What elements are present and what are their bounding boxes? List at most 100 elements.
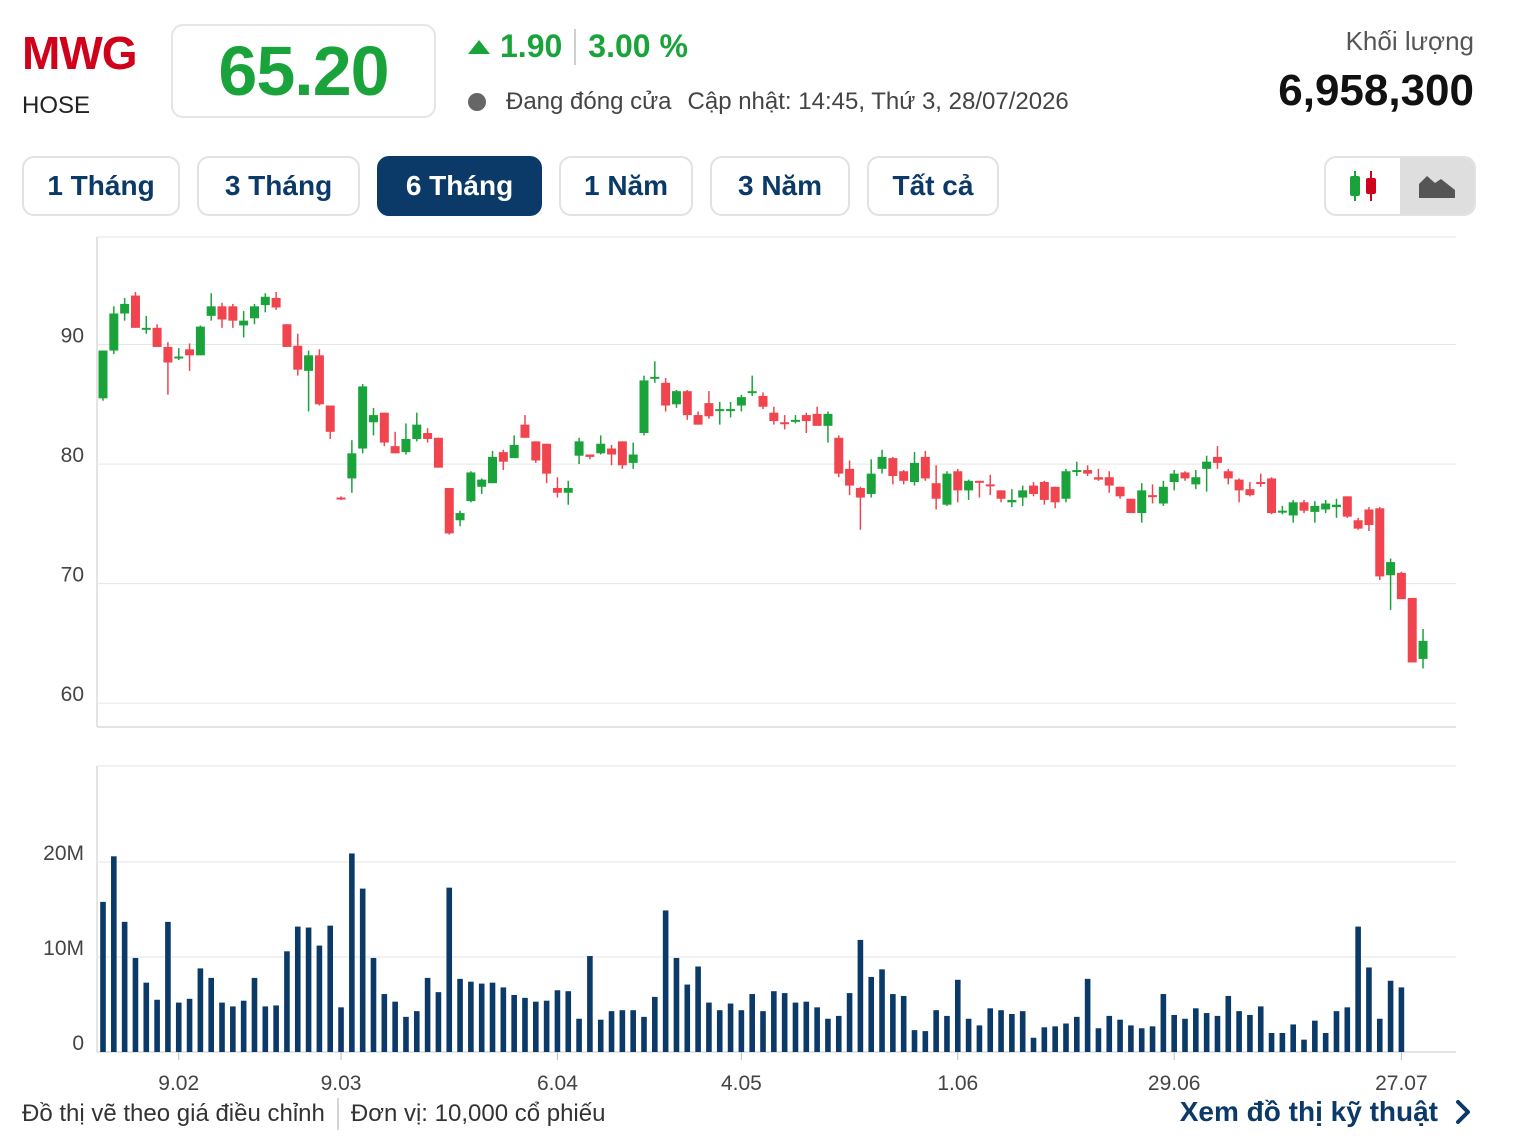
candle-body <box>1104 477 1114 486</box>
candle-body <box>369 415 378 423</box>
volume-bar <box>771 991 777 1052</box>
candle-body <box>1234 479 1244 491</box>
date-tick-label: 1.06 <box>937 1072 978 1095</box>
volume-bar <box>305 927 312 1052</box>
candle-body <box>931 483 941 499</box>
volume-bar <box>760 1011 766 1052</box>
candlestick-series <box>98 291 1428 669</box>
candle-body <box>1212 456 1222 463</box>
chevron-right-icon <box>1456 1100 1470 1124</box>
tab-1-year[interactable]: 1 Năm <box>559 156 693 216</box>
tab-6-months[interactable]: 6 Tháng <box>377 156 542 216</box>
period-tabs: 1 Tháng 3 Tháng 6 Tháng 1 Năm 3 Năm Tất … <box>22 156 1016 216</box>
candle-body <box>1169 473 1179 482</box>
candle-body <box>650 376 660 379</box>
candle-body <box>379 412 389 443</box>
volume-bar <box>111 856 117 1052</box>
candle-body <box>726 409 736 412</box>
volume-bar <box>749 994 755 1052</box>
candle-body <box>1029 485 1039 494</box>
candle-body <box>877 456 887 469</box>
candle-body <box>552 487 562 493</box>
volume-bar <box>998 1010 1004 1052</box>
volume-bar <box>619 1010 626 1052</box>
candle-body <box>899 471 909 481</box>
candle-body <box>628 454 638 463</box>
tab-3-years[interactable]: 3 Năm <box>710 156 850 216</box>
tab-3-months[interactable]: 3 Tháng <box>197 156 360 216</box>
candle-body <box>693 415 703 425</box>
candle-body <box>195 326 205 356</box>
candle-body <box>1191 477 1201 485</box>
candle-body <box>120 303 130 314</box>
candle-body <box>780 422 790 425</box>
volume-bar <box>392 1001 398 1052</box>
candle-body <box>477 479 487 487</box>
area-toggle-button[interactable] <box>1400 158 1474 214</box>
volume-bar <box>1149 1026 1156 1052</box>
volume-bar <box>781 993 788 1052</box>
volume-bar <box>857 939 864 1052</box>
volume-bar <box>587 956 593 1052</box>
volume-bar <box>911 1030 918 1052</box>
candlestick-icon <box>1350 171 1376 201</box>
volume-bar <box>1117 1019 1123 1052</box>
volume-bar <box>1279 1033 1286 1052</box>
volume-bar <box>186 998 193 1052</box>
candlestick-toggle-button[interactable] <box>1326 158 1400 214</box>
candle-body <box>163 346 173 363</box>
volume-label: Khối lượng <box>1345 26 1474 56</box>
volume-bar <box>835 1015 842 1052</box>
ticker-symbol: MWG <box>22 27 138 79</box>
candle-body <box>141 327 151 330</box>
volume-bar <box>576 1018 582 1052</box>
volume-bar <box>846 993 853 1052</box>
candle-body <box>596 443 606 454</box>
candle-body <box>985 484 995 487</box>
date-tick-label: 9.03 <box>321 1072 362 1095</box>
candle-body <box>130 295 140 328</box>
volume-bar <box>1095 1028 1102 1052</box>
market-status-row: Đang đóng cửa Cập nhật: 14:45, Thứ 3, 28… <box>468 88 1069 116</box>
chart-type-toggle <box>1324 156 1476 216</box>
volume-bar <box>1366 967 1372 1052</box>
candle-body <box>455 513 465 521</box>
candle-body <box>1007 499 1017 503</box>
volume-bar <box>803 1001 810 1052</box>
candle-body <box>1061 471 1071 499</box>
candle-body <box>358 386 368 449</box>
candle-body <box>109 313 119 351</box>
volume-bar <box>1019 1011 1026 1052</box>
volume-bar <box>251 977 258 1052</box>
volume-bar <box>565 991 572 1052</box>
volume-bar <box>370 957 377 1052</box>
volume-bar <box>230 1006 236 1052</box>
candle-body <box>1321 503 1331 510</box>
technical-chart-link[interactable]: Xem đồ thị kỹ thuật <box>1180 1096 1474 1128</box>
volume-bar <box>1203 1013 1210 1052</box>
volume-bar <box>1193 1008 1199 1052</box>
volume-bar <box>1247 1014 1253 1052</box>
volume-bar <box>1214 1015 1221 1052</box>
candle-body <box>574 441 584 456</box>
candle-body <box>1267 478 1277 514</box>
technical-chart-link-label: Xem đồ thị kỹ thuật <box>1179 1096 1438 1127</box>
tab-1-month[interactable]: 1 Tháng <box>22 156 180 216</box>
volume-bar <box>1376 1018 1383 1052</box>
volume-bar <box>1009 1014 1015 1052</box>
candle-body <box>520 424 530 438</box>
volume-bar <box>132 957 139 1052</box>
volume-bar <box>154 999 160 1052</box>
tab-all[interactable]: Tất cả <box>867 156 999 216</box>
candle-body <box>1050 486 1060 503</box>
volume-bar <box>662 910 669 1052</box>
candle-body <box>1364 509 1374 526</box>
volume-bar <box>900 995 907 1052</box>
volume-bar <box>554 990 561 1052</box>
volume-bar <box>825 1018 831 1052</box>
volume-bar <box>944 1015 950 1052</box>
candle-body <box>206 306 216 316</box>
volume-bar <box>1355 926 1361 1052</box>
volume-bar <box>175 1002 182 1052</box>
candle-body <box>585 454 595 457</box>
